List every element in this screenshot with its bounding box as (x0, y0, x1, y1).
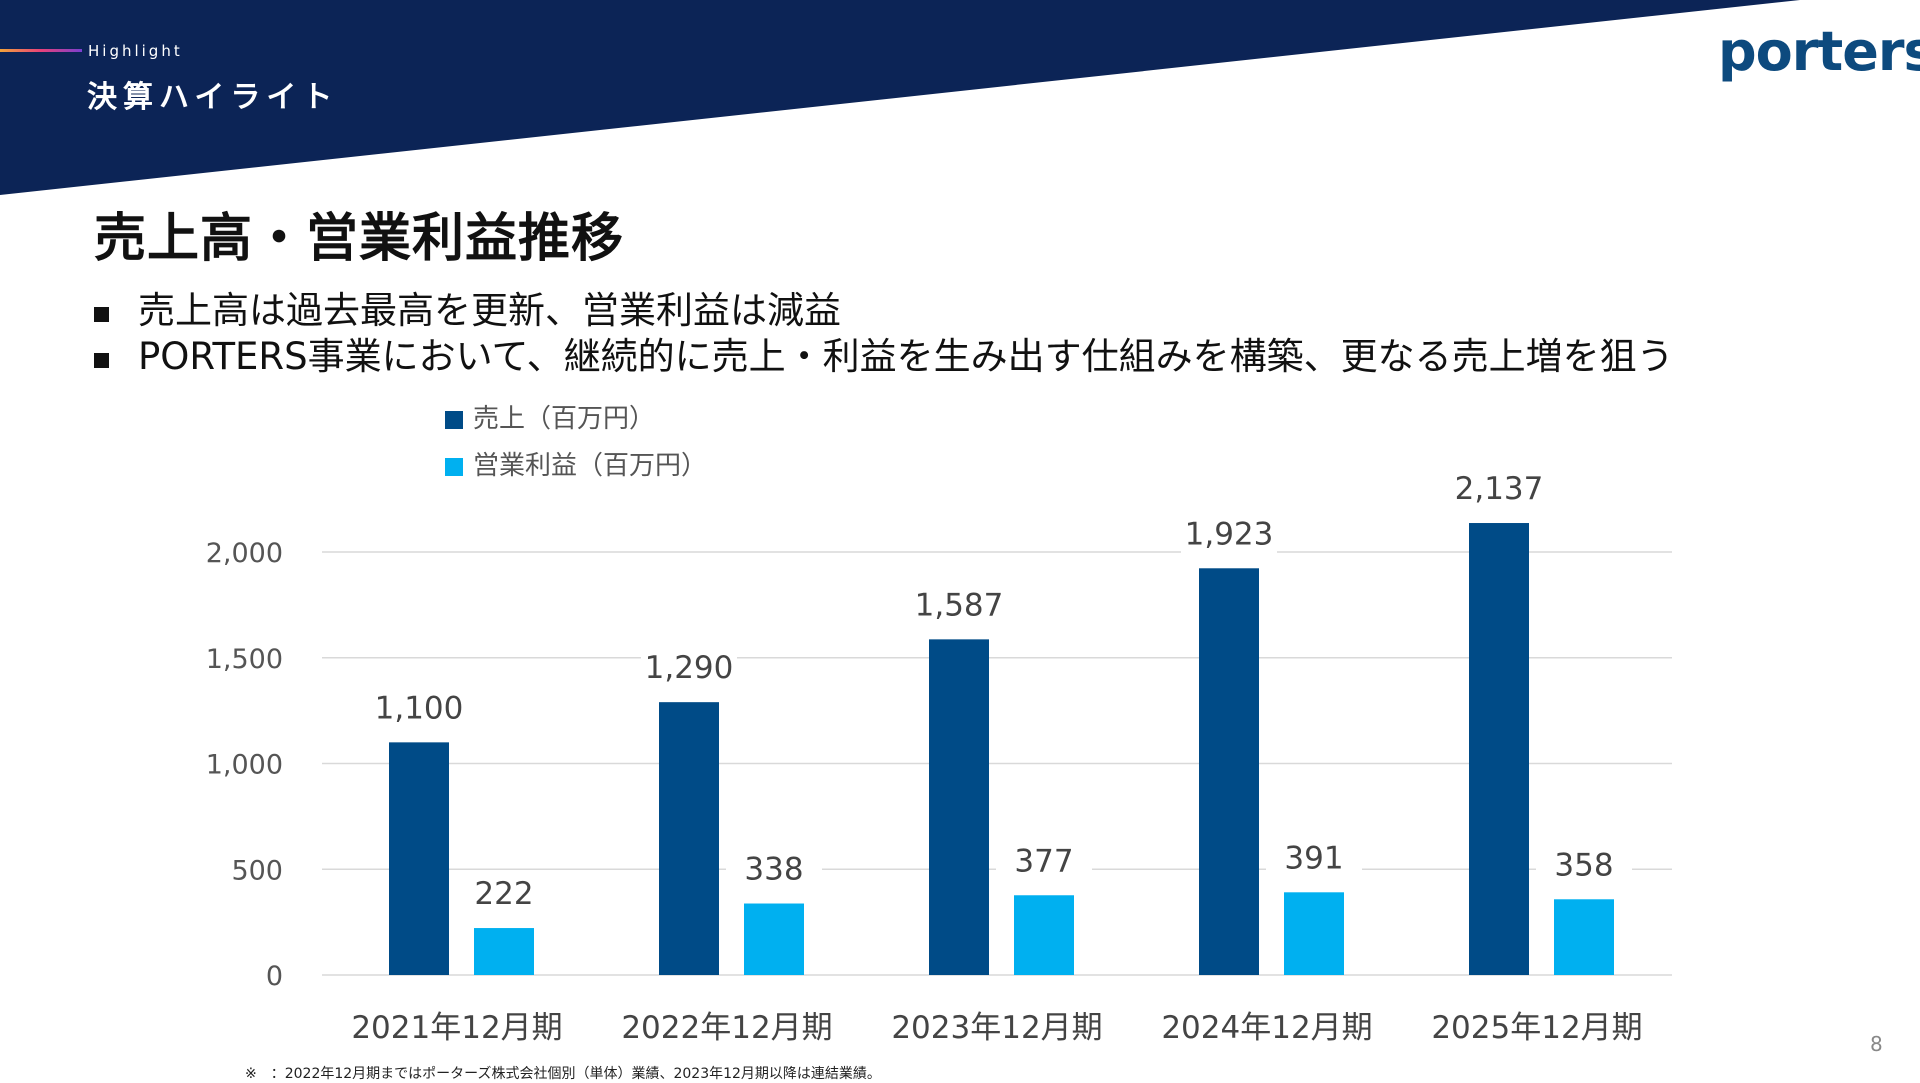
accent-line (0, 49, 82, 52)
x-category-label: 2025年12月期 (1431, 1010, 1642, 1046)
sales-data-label: 1,100 (375, 690, 464, 726)
bullet-square-icon (94, 307, 109, 322)
x-category-label: 2023年12月期 (891, 1010, 1102, 1046)
data-label-bg (641, 646, 737, 689)
porters-logo: porters (1718, 14, 1920, 84)
data-label-bg (911, 583, 1007, 626)
sales-bar (1199, 568, 1259, 975)
page-number: 8 (1870, 1032, 1883, 1056)
x-category-label: 2022年12月期 (621, 1010, 832, 1046)
data-label-bg (1266, 836, 1362, 879)
legend-swatch-profit (445, 457, 463, 476)
data-label-bg (1536, 843, 1632, 886)
footnote: ※ ：2022年12月期まではポーターズ株式会社個別（単体）業績、2023年12… (245, 1066, 881, 1082)
bullet-text: PORTERS事業において、継続的に売上・利益を生み出す仕組みを構築、更なる売上… (138, 335, 1674, 378)
legend-item-sales: 売上（百万円） (445, 393, 707, 440)
bullet-text: 売上高は過去最高を更新、営業利益は減益 (138, 289, 841, 332)
profit-data-label: 358 (1554, 847, 1613, 883)
profit-data-label: 377 (1014, 843, 1073, 879)
x-category-label: 2021年12月期 (351, 1010, 562, 1046)
y-tick-label: 1,000 (206, 750, 283, 781)
slide-title: 売上高・営業利益推移 (94, 209, 625, 269)
chart-legend: 売上（百万円） 営業利益（百万円） (445, 393, 707, 487)
data-label-bg (726, 847, 822, 890)
data-label-bg (456, 872, 552, 915)
sales-data-label: 1,923 (1185, 516, 1274, 552)
data-label-bg (996, 839, 1092, 882)
sales-data-label: 2,137 (1455, 471, 1544, 507)
profit-bar (1554, 899, 1614, 975)
bullet-square-icon (94, 353, 109, 368)
legend-label-profit: 営業利益（百万円） (473, 451, 708, 481)
sales-data-label: 1,290 (645, 650, 734, 686)
sales-bar (929, 639, 989, 975)
profit-data-label: 222 (474, 876, 533, 912)
legend-swatch-sales (445, 410, 463, 429)
sales-bar (389, 742, 449, 975)
sales-bar (659, 702, 719, 975)
profit-data-label: 338 (744, 852, 803, 888)
bullet-list: 売上高は過去最高を更新、営業利益は減益 PORTERS事業において、継続的に売上… (94, 288, 1674, 380)
data-label-bg (1451, 467, 1547, 510)
bullet-item: PORTERS事業において、継続的に売上・利益を生み出す仕組みを構築、更なる売上… (94, 334, 1674, 380)
header-banner (0, 0, 1800, 195)
profit-data-label: 391 (1284, 840, 1343, 876)
profit-bar (1284, 892, 1344, 975)
bullet-item: 売上高は過去最高を更新、営業利益は減益 (94, 288, 1674, 334)
y-tick-label: 500 (231, 855, 283, 886)
logo-wordmark: porters (1718, 20, 1920, 83)
data-label-bg (1181, 512, 1277, 555)
legend-label-sales: 売上（百万円） (473, 404, 656, 434)
profit-bar (474, 928, 534, 975)
profit-bar (744, 903, 804, 975)
sales-data-label: 1,587 (915, 587, 1004, 623)
data-label-bg (371, 686, 467, 729)
legend-item-profit: 営業利益（百万円） (445, 440, 707, 487)
y-tick-label: 1,500 (206, 644, 283, 675)
section-title: 決算ハイライト (87, 80, 339, 115)
y-tick-label: 2,000 (206, 538, 283, 569)
profit-bar (1014, 895, 1074, 975)
section-label: Highlight (88, 42, 183, 60)
x-category-label: 2024年12月期 (1161, 1010, 1372, 1046)
y-tick-label: 0 (266, 961, 283, 992)
sales-bar (1469, 523, 1529, 975)
